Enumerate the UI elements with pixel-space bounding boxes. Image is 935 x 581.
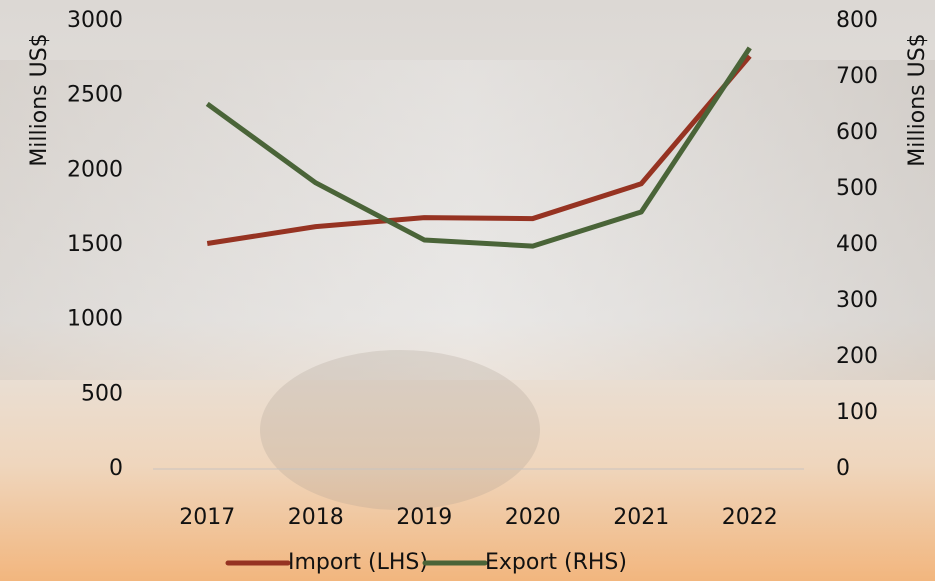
y-tick-label: 500 (81, 381, 123, 406)
x-tick-label: 2019 (396, 505, 452, 530)
y2-axis-title: Millions US$ (905, 33, 930, 166)
x-tick-label: 2022 (722, 505, 778, 530)
y-tick-label: 2000 (67, 157, 123, 182)
y2-tick-label: 800 (836, 8, 878, 33)
x-tick-label: 2018 (288, 505, 344, 530)
y-axis-title: Millions US$ (27, 33, 52, 166)
y2-tick-label: 0 (836, 456, 850, 481)
background-trees (260, 350, 540, 510)
series-line (206, 54, 752, 246)
y2-tick-label: 100 (836, 400, 878, 425)
y-tick-label: 0 (109, 456, 123, 481)
y-tick-label: 1500 (67, 232, 123, 257)
legend-label: Import (LHS) (288, 550, 428, 575)
y2-tick-label: 700 (836, 64, 878, 89)
y-tick-label: 1000 (67, 307, 123, 332)
x-tick-label: 2017 (179, 505, 235, 530)
x-tick-label: 2021 (613, 505, 669, 530)
legend-label: Export (RHS) (485, 550, 627, 575)
x-tick-label: 2020 (505, 505, 561, 530)
y2-tick-label: 300 (836, 288, 878, 313)
y2-tick-label: 600 (836, 120, 878, 145)
y2-tick-label: 500 (836, 176, 878, 201)
y-tick-label: 3000 (67, 8, 123, 33)
y2-tick-label: 200 (836, 344, 878, 369)
series-line (205, 46, 752, 249)
y2-tick-label: 400 (836, 232, 878, 257)
y-tick-label: 2500 (67, 83, 123, 108)
